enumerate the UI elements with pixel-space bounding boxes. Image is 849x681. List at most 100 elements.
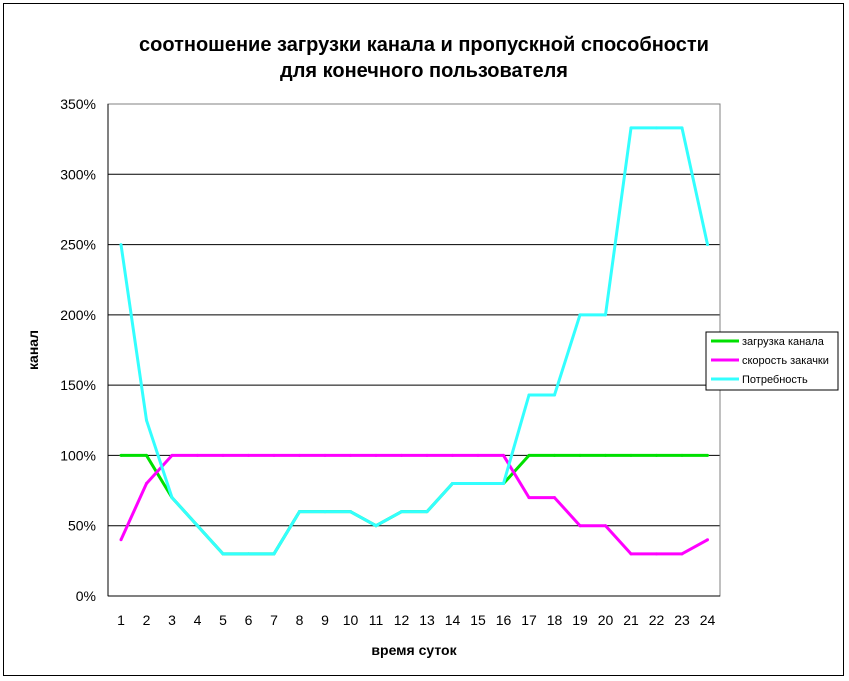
- data-point: [145, 453, 148, 457]
- y-axis-label: канал: [25, 330, 41, 370]
- x-tick-label: 11: [369, 612, 384, 628]
- data-point: [170, 453, 174, 457]
- chart-frame: [3, 3, 844, 676]
- data-point: [221, 453, 225, 457]
- data-point: [298, 510, 301, 514]
- chart-title-line-1: соотношение загрузки канала и пропускной…: [139, 34, 709, 56]
- series-line-2: [119, 453, 709, 556]
- y-tick-label: 100%: [60, 447, 96, 463]
- y-tick-label: 250%: [60, 237, 96, 253]
- data-point: [604, 524, 607, 528]
- x-tick-label: 9: [321, 612, 329, 628]
- axes: [107, 104, 720, 597]
- data-point: [527, 496, 531, 500]
- data-point: [170, 496, 174, 500]
- legend: загрузка канала скорость закачки Потребнос…: [705, 331, 839, 391]
- data-point: [119, 243, 123, 247]
- y-tick-label: 350%: [60, 96, 96, 112]
- x-tick-label: 17: [521, 612, 537, 628]
- data-point: [145, 418, 148, 422]
- data-point: [706, 243, 709, 247]
- x-tick-label: 7: [270, 612, 278, 628]
- chart-title-line-2: для конечного пользователя: [280, 60, 568, 82]
- data-point: [680, 453, 684, 457]
- data-point: [680, 126, 684, 130]
- data-point: [425, 453, 429, 457]
- data-point: [451, 453, 454, 457]
- data-point: [553, 453, 556, 457]
- y-tick-label: 150%: [60, 377, 96, 393]
- y-tick-label: 200%: [60, 307, 96, 323]
- y-tick-labels: 0% 50% 100% 150% 200% 250% 300% 350%: [60, 96, 96, 604]
- x-tick-labels: 1 2 3 4 5 6 7 8 9 10 11 12 13 14 15 16 17 18 19 20 21 22 23 24: [117, 612, 715, 628]
- x-tick-label: 3: [168, 612, 176, 628]
- x-tick-label: 8: [296, 612, 304, 628]
- legend-entry: Потребность: [742, 374, 808, 386]
- plot-area: [107, 103, 721, 597]
- x-tick-label: 22: [649, 612, 665, 628]
- legend-entry: скорость закачки: [742, 355, 829, 367]
- data-point: [604, 453, 607, 457]
- x-tick-label: 23: [674, 612, 690, 628]
- x-tick-label: 21: [623, 612, 639, 628]
- data-point: [374, 453, 378, 457]
- x-axis-label: время суток: [371, 642, 457, 658]
- x-tick-label: 2: [143, 612, 151, 628]
- data-point: [247, 552, 250, 556]
- x-tick-label: 15: [470, 612, 486, 628]
- data-point: [349, 453, 352, 457]
- data-point: [298, 453, 301, 457]
- x-tick-label: 6: [245, 612, 253, 628]
- x-tick-label: 13: [419, 612, 435, 628]
- data-point: [476, 482, 480, 486]
- y-tick-label: 0%: [76, 588, 96, 604]
- x-tick-label: 20: [598, 612, 614, 628]
- data-point: [706, 453, 709, 457]
- x-tick-label: 4: [194, 612, 202, 628]
- x-tick-label: 24: [700, 612, 716, 628]
- data-point: [502, 482, 505, 486]
- y-tick-label: 50%: [68, 518, 96, 534]
- data-point: [196, 453, 199, 457]
- data-point: [476, 453, 480, 457]
- x-tick-label: 12: [394, 612, 410, 628]
- data-point: [323, 453, 327, 457]
- data-point: [578, 313, 582, 317]
- gridlines: [108, 103, 720, 527]
- data-point: [680, 552, 684, 556]
- data-point: [629, 552, 633, 556]
- data-point: [655, 126, 658, 130]
- x-tick-label: 18: [547, 612, 563, 628]
- data-point: [323, 510, 327, 514]
- series-line-3: [119, 126, 709, 556]
- data-point: [145, 482, 148, 486]
- data-point: [272, 552, 276, 556]
- data-point: [400, 453, 403, 457]
- data-point: [119, 538, 123, 542]
- x-tick-label: 16: [496, 612, 512, 628]
- legend-entry: загрузка канала: [742, 336, 825, 348]
- data-point: [578, 453, 582, 457]
- data-point: [629, 126, 633, 130]
- data-point: [400, 510, 403, 514]
- y-tick-label: 300%: [60, 166, 96, 182]
- data-point: [451, 482, 454, 486]
- x-tick-label: 5: [219, 612, 227, 628]
- x-tick-label: 14: [445, 612, 461, 628]
- x-tick-label: 19: [572, 612, 588, 628]
- data-point: [349, 510, 352, 514]
- data-point: [247, 453, 250, 457]
- data-point: [502, 453, 505, 457]
- data-point: [578, 524, 582, 528]
- x-tick-label: 1: [117, 612, 125, 628]
- data-point: [196, 524, 199, 528]
- data-point: [527, 393, 531, 397]
- data-point: [553, 496, 556, 500]
- data-point: [706, 538, 709, 542]
- data-point: [527, 453, 531, 457]
- data-point: [272, 453, 276, 457]
- data-point: [604, 313, 607, 317]
- data-point: [553, 393, 556, 397]
- series-lines: [119, 126, 709, 556]
